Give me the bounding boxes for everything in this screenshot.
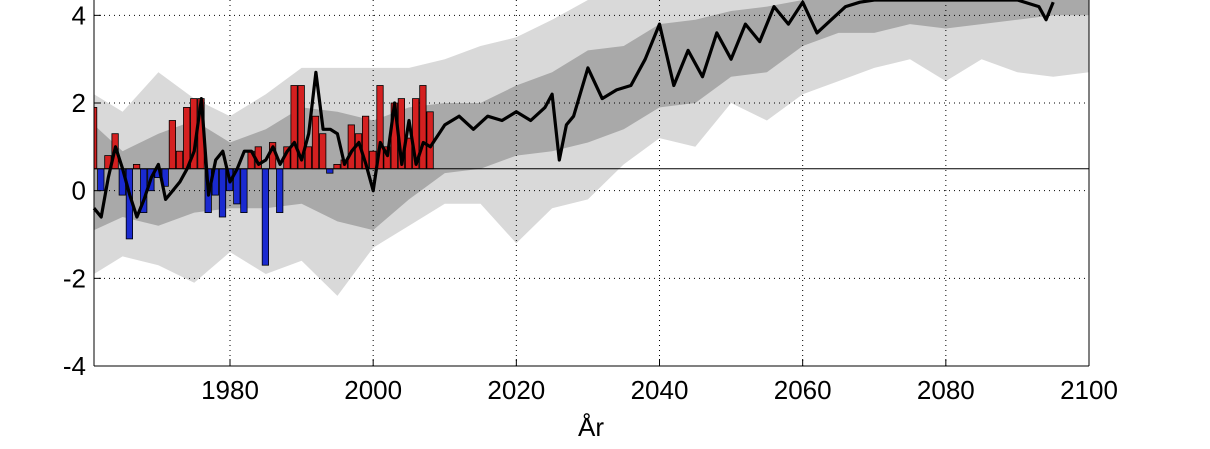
observed-bar	[168, 120, 176, 170]
y-tick-label: -2	[63, 263, 86, 293]
y-tick-label: 2	[72, 88, 86, 118]
observed-bar	[319, 133, 327, 170]
x-tick-labels: 1980 2000 2020 2040 2060 2080 2100	[201, 375, 1118, 405]
observed-bar	[175, 150, 184, 170]
x-tick-label: 1980	[201, 375, 259, 405]
observed-bar	[290, 85, 298, 170]
observed-bar	[419, 85, 427, 170]
x-axis-title: År	[578, 412, 604, 442]
observed-bar	[97, 168, 105, 192]
y-tick-label: -4	[63, 351, 86, 381]
observed-bar	[183, 107, 191, 170]
observed-bar	[426, 111, 434, 170]
observed-bar	[261, 168, 270, 266]
observed-bar	[276, 168, 284, 214]
x-tick-label: 2020	[487, 375, 545, 405]
observed-bar	[132, 163, 141, 170]
x-tick-label: 2000	[344, 375, 402, 405]
observed-bar	[304, 146, 313, 170]
x-tick-label: 2100	[1060, 375, 1118, 405]
uncertainty-bands	[94, 0, 1089, 296]
y-tick-label: 4	[72, 0, 86, 30]
y-tick-labels: -4 -2 0 2 4	[63, 0, 86, 381]
observed-bar	[218, 168, 227, 218]
axes	[93, 0, 1090, 367]
x-tick-label: 2060	[774, 375, 832, 405]
observed-bar	[333, 163, 341, 170]
y-tick-label: 0	[72, 176, 86, 206]
x-tick-label: 2080	[917, 375, 975, 405]
observed-bar	[311, 115, 320, 170]
observed-bar	[326, 168, 334, 174]
grid-lines	[94, 0, 1089, 366]
observed-bar	[240, 168, 248, 214]
observed-bar	[369, 150, 377, 170]
x-tick-label: 2040	[631, 375, 689, 405]
inner-uncertainty-band	[94, 0, 1089, 231]
ensemble-mean-line	[92, 0, 1055, 219]
mean-line-series	[92, 0, 1055, 219]
